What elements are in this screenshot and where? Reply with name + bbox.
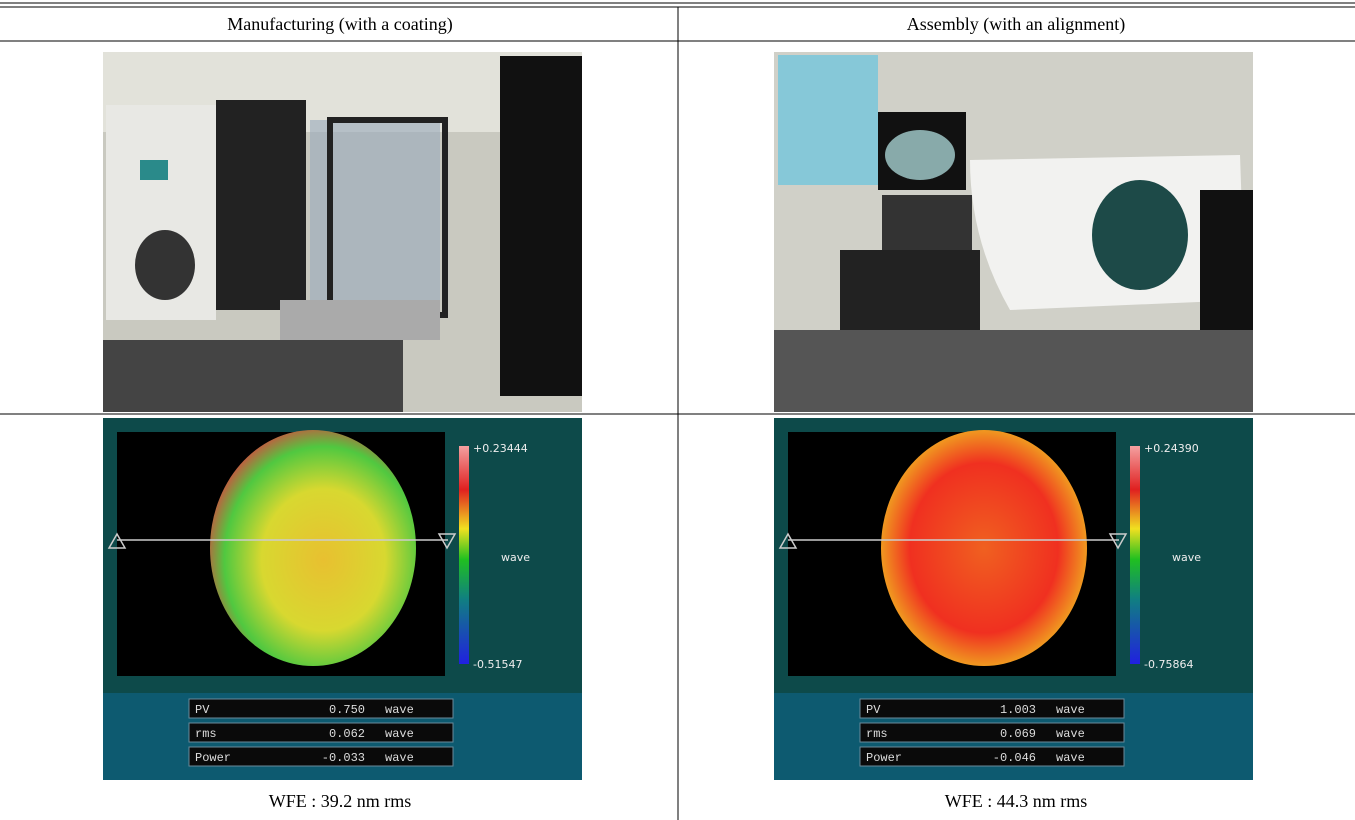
colorbar-min: -0.51547 xyxy=(473,658,522,671)
stat-value: 0.750 xyxy=(329,703,365,717)
stat-unit: wave xyxy=(1056,703,1085,717)
photo-assembly xyxy=(774,52,1253,412)
colorbar-max: +0.24390 xyxy=(1144,442,1199,455)
color-bar xyxy=(459,446,469,664)
wavefront-map xyxy=(881,430,1087,666)
column-header: Assembly (with an alignment) xyxy=(907,14,1125,35)
column-header: Manufacturing (with a coating) xyxy=(227,14,452,35)
wavefront-map xyxy=(210,430,416,666)
photo-manufacturing xyxy=(103,52,582,412)
figure-table: Manufacturing (with a coating) Assembly … xyxy=(0,0,1355,820)
colorbar-unit: wave xyxy=(501,551,530,564)
interferogram-panel: +0.24390 wave -0.75864 PV 1.003 wave rms 0.069 w… xyxy=(774,418,1253,780)
stat-value: 0.069 xyxy=(1000,727,1036,741)
stat-value: -0.033 xyxy=(322,751,365,765)
caption: WFE : 44.3 nm rms xyxy=(945,791,1088,811)
stat-unit: wave xyxy=(1056,751,1085,765)
caption: WFE : 39.2 nm rms xyxy=(269,791,412,811)
stat-label: rms xyxy=(195,727,217,741)
stat-value: -0.046 xyxy=(993,751,1036,765)
color-bar xyxy=(1130,446,1140,664)
stat-value: 1.003 xyxy=(1000,703,1036,717)
stat-label: PV xyxy=(195,703,210,717)
stat-label: PV xyxy=(866,703,881,717)
stat-unit: wave xyxy=(385,703,414,717)
colorbar-max: +0.23444 xyxy=(473,442,528,455)
stat-unit: wave xyxy=(1056,727,1085,741)
page: Manufacturing (with a coating) Assembly … xyxy=(0,0,1355,820)
stat-value: 0.062 xyxy=(329,727,365,741)
colorbar-min: -0.75864 xyxy=(1144,658,1193,671)
stat-label: Power xyxy=(195,751,231,765)
colorbar-unit: wave xyxy=(1172,551,1201,564)
stat-unit: wave xyxy=(385,751,414,765)
stat-label: rms xyxy=(866,727,888,741)
stat-unit: wave xyxy=(385,727,414,741)
stat-label: Power xyxy=(866,751,902,765)
interferogram-panel: +0.23444 wave -0.51547 PV 0.750 wave rms 0.062 w… xyxy=(103,418,582,780)
